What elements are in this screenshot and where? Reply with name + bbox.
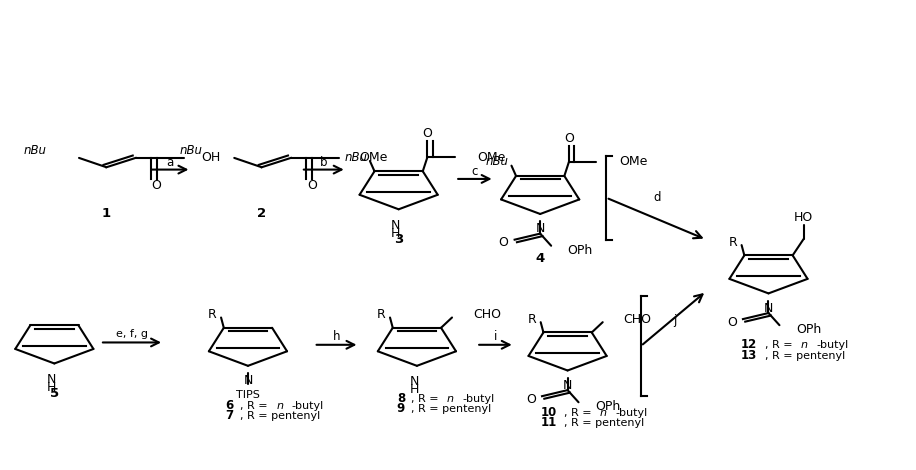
Text: O: O: [564, 132, 573, 145]
Text: 13: 13: [741, 349, 758, 362]
Text: N: N: [391, 219, 400, 232]
Text: OPh: OPh: [796, 323, 821, 337]
Text: R: R: [376, 308, 386, 321]
Text: O: O: [526, 393, 536, 406]
Text: , R =: , R =: [411, 393, 442, 404]
Text: 3: 3: [394, 233, 403, 246]
Text: OPh: OPh: [568, 244, 593, 257]
Text: 9: 9: [397, 402, 405, 415]
Text: N: N: [536, 222, 545, 235]
Text: , R = pentenyl: , R = pentenyl: [564, 418, 644, 428]
Text: c: c: [471, 165, 477, 179]
Text: N: N: [409, 375, 419, 388]
Text: R: R: [528, 313, 536, 326]
Text: j: j: [673, 313, 677, 327]
Text: 6: 6: [225, 399, 234, 412]
Text: 1: 1: [102, 207, 111, 220]
Text: OMe: OMe: [619, 156, 648, 168]
Text: d: d: [653, 191, 660, 204]
Text: 8: 8: [397, 392, 405, 405]
Text: OPh: OPh: [595, 400, 620, 414]
Text: -butyl: -butyl: [463, 393, 495, 404]
Text: e, f, g: e, f, g: [116, 329, 148, 339]
Text: N: N: [47, 373, 56, 386]
Text: H: H: [409, 383, 419, 396]
Text: , R = pentenyl: , R = pentenyl: [411, 404, 492, 414]
Text: , R = pentenyl: , R = pentenyl: [240, 411, 320, 421]
Text: n: n: [277, 400, 283, 410]
Text: 11: 11: [540, 416, 556, 429]
Text: 12: 12: [741, 338, 758, 351]
Text: OH: OH: [202, 151, 221, 164]
Text: CHO: CHO: [624, 313, 651, 326]
Text: 2: 2: [257, 207, 267, 220]
Text: O: O: [152, 180, 161, 192]
Text: n: n: [447, 393, 454, 404]
Text: O: O: [727, 316, 736, 329]
Text: R: R: [728, 236, 737, 249]
Text: N: N: [244, 374, 253, 387]
Text: 10: 10: [540, 406, 556, 419]
Text: nBu: nBu: [24, 144, 47, 157]
Text: -butyl: -butyl: [615, 407, 648, 417]
Text: OMe: OMe: [359, 151, 387, 164]
Text: N: N: [563, 379, 572, 392]
Text: O: O: [498, 236, 508, 250]
Text: , R =: , R =: [765, 340, 796, 350]
Text: O: O: [307, 180, 317, 192]
Text: b: b: [320, 156, 328, 169]
Text: , R =: , R =: [240, 400, 271, 410]
Text: -butyl: -butyl: [292, 400, 324, 410]
Text: nBu: nBu: [344, 151, 367, 164]
Text: 5: 5: [49, 387, 59, 400]
Text: i: i: [494, 330, 497, 343]
Text: 7: 7: [225, 409, 234, 423]
Text: n: n: [801, 340, 808, 350]
Text: N: N: [764, 302, 773, 315]
Text: R: R: [208, 308, 216, 321]
Text: nBu: nBu: [180, 144, 202, 157]
Text: nBu: nBu: [485, 156, 508, 168]
Text: H: H: [47, 381, 56, 394]
Text: H: H: [391, 227, 400, 240]
Text: 4: 4: [536, 252, 545, 265]
Text: , R =: , R =: [564, 407, 595, 417]
Text: TIPS: TIPS: [236, 390, 260, 400]
Text: h: h: [333, 330, 340, 343]
Text: CHO: CHO: [473, 308, 501, 321]
Text: -butyl: -butyl: [816, 340, 848, 350]
Text: n: n: [600, 407, 606, 417]
Text: HO: HO: [794, 211, 813, 224]
Text: O: O: [422, 127, 432, 141]
Text: OMe: OMe: [477, 151, 506, 164]
Text: a: a: [167, 156, 174, 169]
Text: , R = pentenyl: , R = pentenyl: [765, 351, 845, 360]
